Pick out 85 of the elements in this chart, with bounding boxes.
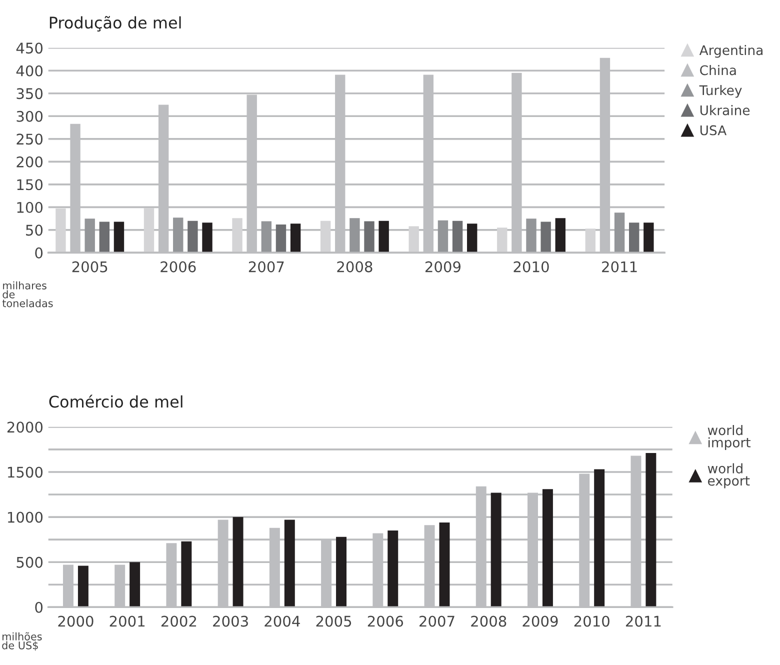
y-axis-title: milhões de US$ — [2, 632, 42, 651]
bar — [540, 222, 551, 253]
bar — [320, 220, 331, 253]
bar — [188, 220, 198, 253]
legend-label: USA — [700, 125, 727, 136]
bar — [350, 218, 360, 253]
bar — [78, 566, 88, 608]
chart-title: Produção de mel — [50, 16, 181, 32]
x-tick-label: 2009 — [522, 616, 558, 627]
legend-label: Argentina — [699, 44, 762, 58]
y-axis-title: milhares de toneladas — [2, 281, 53, 308]
y-tick-label: 350 — [16, 88, 43, 100]
bar — [490, 492, 502, 608]
bar — [646, 453, 656, 608]
x-tick-label: 2005 — [72, 261, 108, 272]
y-tick-label: 500 — [16, 556, 43, 568]
x-tick-label: 2007 — [248, 261, 284, 272]
bar — [144, 208, 154, 253]
y-tick-label: 1000 — [8, 512, 43, 523]
bar — [181, 541, 192, 608]
bar — [467, 224, 478, 253]
x-tick-label: 2006 — [160, 261, 196, 272]
legend-label: China — [700, 64, 736, 76]
x-tick-label: 2008 — [337, 261, 372, 272]
bar — [526, 218, 536, 253]
x-tick-label: 2011 — [602, 261, 637, 272]
x-tick-label: 2004 — [264, 616, 300, 627]
bar — [261, 221, 272, 253]
y-tick-label: 300 — [16, 110, 43, 122]
chart-title: Comércio de mel — [49, 394, 182, 408]
y-tick-label: 1500 — [8, 466, 43, 478]
y-tick-label: 250 — [16, 134, 43, 145]
x-tick-label: 2010 — [514, 261, 549, 272]
bar — [555, 218, 566, 253]
bar — [585, 228, 596, 253]
bar — [84, 218, 95, 253]
bar — [232, 517, 244, 608]
y-tick-label: 150 — [17, 179, 43, 190]
bar — [629, 222, 640, 253]
legend-label: world export — [708, 463, 750, 488]
y-tick-label: 100 — [17, 202, 43, 213]
bar — [439, 522, 450, 608]
x-tick-label: 2011 — [626, 616, 661, 627]
y-tick-label: 200 — [16, 156, 43, 168]
bar — [378, 220, 389, 253]
bar — [542, 489, 553, 608]
x-tick-label: 2000 — [58, 616, 94, 627]
x-tick-label: 2008 — [471, 616, 506, 627]
bar — [497, 228, 508, 253]
bar — [408, 226, 419, 253]
legend-label: Turkey — [699, 85, 742, 98]
bar — [336, 536, 346, 608]
bar — [284, 520, 295, 608]
x-tick-label: 2001 — [110, 616, 145, 627]
x-tick-label: 2003 — [213, 616, 248, 627]
x-tick-label: 2007 — [420, 616, 454, 627]
bar — [452, 220, 463, 253]
bar — [276, 224, 286, 253]
x-tick-label: 2005 — [316, 616, 352, 627]
bar — [594, 469, 605, 608]
bar — [202, 222, 212, 253]
y-tick-label: 2000 — [7, 422, 43, 433]
bar — [130, 562, 140, 608]
bar — [232, 218, 242, 253]
bar — [114, 222, 124, 253]
x-tick-label: 2006 — [368, 616, 404, 627]
legend-label: world import — [708, 425, 751, 450]
bar — [644, 222, 654, 253]
bar — [438, 220, 448, 253]
bar — [290, 224, 301, 253]
y-tick-label: 50 — [26, 224, 43, 236]
bar — [99, 222, 110, 253]
bar — [173, 218, 184, 253]
x-tick-label: 2010 — [574, 616, 610, 627]
bar — [364, 221, 374, 253]
y-tick-label: 0 — [35, 247, 43, 258]
y-tick-label: 0 — [35, 602, 43, 613]
x-tick-label: 2002 — [161, 616, 196, 627]
y-tick-label: 400 — [16, 65, 43, 76]
bar — [56, 208, 66, 253]
x-tick-label: 2009 — [425, 261, 461, 272]
y-tick-label: 450 — [16, 42, 43, 54]
bar — [388, 530, 398, 608]
legend-label: Ukraine — [700, 105, 750, 116]
bar — [614, 212, 625, 253]
